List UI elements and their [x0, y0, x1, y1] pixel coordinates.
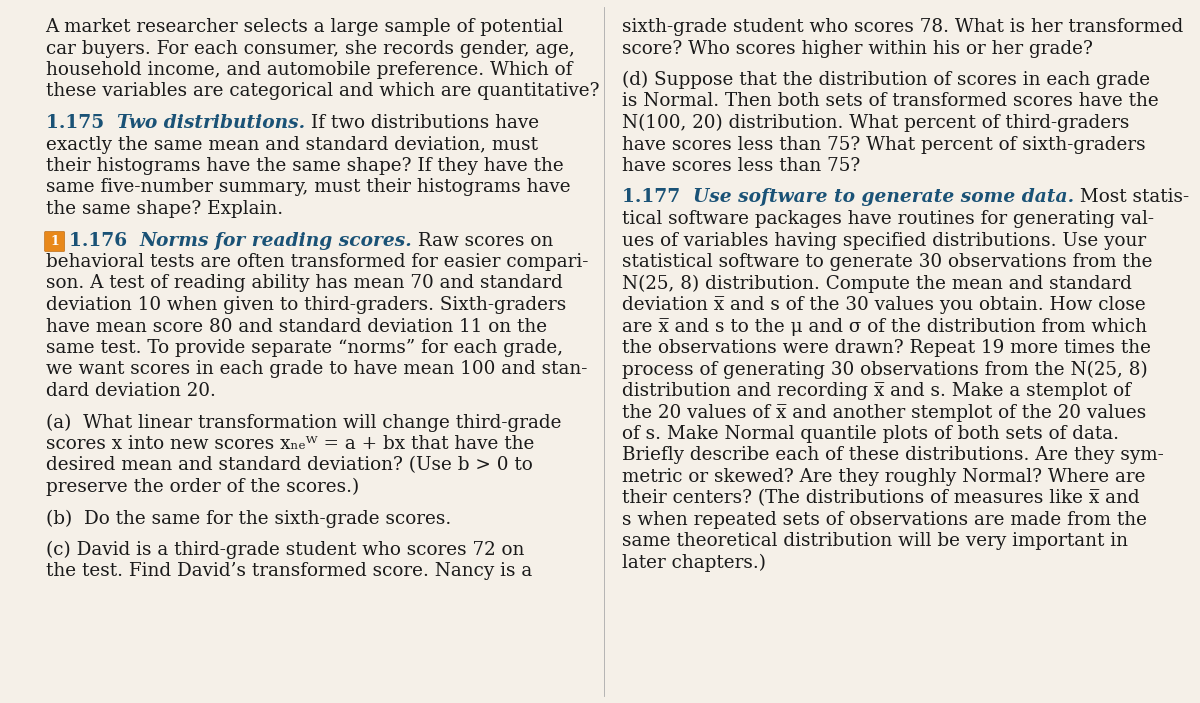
- Text: (d) Suppose that the distribution of scores in each grade: (d) Suppose that the distribution of sco…: [622, 71, 1150, 89]
- Text: (a)  What linear transformation will change third-grade: (a) What linear transformation will chan…: [46, 413, 562, 432]
- Text: tical software packages have routines for generating val-: tical software packages have routines fo…: [622, 210, 1153, 228]
- Text: the same shape? Explain.: the same shape? Explain.: [46, 200, 283, 218]
- Text: ues of variables having specified distributions. Use your: ues of variables having specified distri…: [622, 231, 1146, 250]
- Text: same theoretical distribution will be very important in: same theoretical distribution will be ve…: [622, 532, 1128, 550]
- Text: statistical software to generate 30 observations from the: statistical software to generate 30 obse…: [622, 253, 1152, 271]
- Text: the observations were drawn? Repeat 19 more times the: the observations were drawn? Repeat 19 m…: [622, 339, 1151, 357]
- Text: dard deviation 20.: dard deviation 20.: [46, 382, 216, 400]
- Text: N(25, 8) distribution. Compute the mean and standard: N(25, 8) distribution. Compute the mean …: [622, 274, 1132, 292]
- Text: metric or skewed? Are they roughly Normal? Where are: metric or skewed? Are they roughly Norma…: [622, 468, 1145, 486]
- Text: have scores less than 75?: have scores less than 75?: [622, 157, 860, 175]
- Text: 1.175: 1.175: [46, 114, 116, 132]
- Text: If two distributions have: If two distributions have: [305, 114, 539, 132]
- Text: Two distributions.: Two distributions.: [116, 114, 305, 132]
- Text: their centers? (The distributions of measures like x̅ and: their centers? (The distributions of mea…: [622, 489, 1139, 508]
- Text: s when repeated sets of observations are made from the: s when repeated sets of observations are…: [622, 511, 1147, 529]
- Text: son. A test of reading ability has mean 70 and standard: son. A test of reading ability has mean …: [46, 274, 563, 292]
- Text: (b)  Do the same for the sixth-grade scores.: (b) Do the same for the sixth-grade scor…: [46, 510, 451, 528]
- Text: 1: 1: [50, 235, 59, 248]
- Text: later chapters.): later chapters.): [622, 554, 766, 572]
- Text: process of generating 30 observations from the N(25, 8): process of generating 30 observations fr…: [622, 361, 1147, 379]
- Text: preserve the order of the scores.): preserve the order of the scores.): [46, 478, 359, 496]
- Text: distribution and recording x̅ and s. Make a stemplot of: distribution and recording x̅ and s. Mak…: [622, 382, 1130, 400]
- Text: is Normal. Then both sets of transformed scores have the: is Normal. Then both sets of transformed…: [622, 93, 1158, 110]
- Text: the test. Find David’s transformed score. Nancy is a: the test. Find David’s transformed score…: [46, 562, 532, 581]
- Text: are x̅ and s to the μ and σ of the distribution from which: are x̅ and s to the μ and σ of the distr…: [622, 318, 1147, 335]
- Text: Norms for reading scores.: Norms for reading scores.: [139, 231, 413, 250]
- Text: (c) David is a third-grade student who scores 72 on: (c) David is a third-grade student who s…: [46, 541, 524, 560]
- Text: desired mean and standard deviation? (Use b > 0 to: desired mean and standard deviation? (Us…: [46, 456, 533, 475]
- Text: these variables are categorical and which are quantitative?: these variables are categorical and whic…: [46, 82, 599, 101]
- Text: sixth-grade student who scores 78. What is her transformed: sixth-grade student who scores 78. What …: [622, 18, 1183, 36]
- Text: deviation 10 when given to third-graders. Sixth-graders: deviation 10 when given to third-graders…: [46, 296, 566, 314]
- Text: the 20 values of x̅ and another stemplot of the 20 values: the 20 values of x̅ and another stemplot…: [622, 404, 1146, 422]
- Text: Use software to generate some data.: Use software to generate some data.: [692, 188, 1074, 207]
- Text: Raw scores on: Raw scores on: [413, 231, 553, 250]
- Text: have mean score 80 and standard deviation 11 on the: have mean score 80 and standard deviatio…: [46, 318, 547, 335]
- Text: deviation x̅ and s of the 30 values you obtain. How close: deviation x̅ and s of the 30 values you …: [622, 296, 1145, 314]
- Text: behavioral tests are often transformed for easier compari-: behavioral tests are often transformed f…: [46, 253, 588, 271]
- Text: their histograms have the same shape? If they have the: their histograms have the same shape? If…: [46, 157, 563, 175]
- Text: score? Who scores higher within his or her grade?: score? Who scores higher within his or h…: [622, 39, 1092, 58]
- Text: A market researcher selects a large sample of potential: A market researcher selects a large samp…: [46, 18, 564, 36]
- Text: N(100, 20) distribution. What percent of third-graders: N(100, 20) distribution. What percent of…: [622, 114, 1129, 132]
- FancyBboxPatch shape: [44, 231, 65, 252]
- Text: of s. Make Normal quantile plots of both sets of data.: of s. Make Normal quantile plots of both…: [622, 425, 1118, 443]
- Text: Briefly describe each of these distributions. Are they sym-: Briefly describe each of these distribut…: [622, 446, 1163, 465]
- Text: household income, and automobile preference. Which of: household income, and automobile prefere…: [46, 61, 572, 79]
- Text: Most statis-: Most statis-: [1074, 188, 1189, 207]
- Text: same five-number summary, must their histograms have: same five-number summary, must their his…: [46, 179, 570, 197]
- Text: car buyers. For each consumer, she records gender, age,: car buyers. For each consumer, she recor…: [46, 39, 575, 58]
- Text: exactly the same mean and standard deviation, must: exactly the same mean and standard devia…: [46, 136, 538, 153]
- Text: 1.176: 1.176: [68, 231, 139, 250]
- Text: we want scores in each grade to have mean 100 and stan-: we want scores in each grade to have mea…: [46, 361, 587, 378]
- Text: have scores less than 75? What percent of sixth-graders: have scores less than 75? What percent o…: [622, 136, 1145, 153]
- Text: scores x into new scores xₙₑᵂ = a + bx that have the: scores x into new scores xₙₑᵂ = a + bx t…: [46, 435, 534, 453]
- Text: 1.177: 1.177: [622, 188, 692, 207]
- Text: same test. To provide separate “norms” for each grade,: same test. To provide separate “norms” f…: [46, 339, 563, 357]
